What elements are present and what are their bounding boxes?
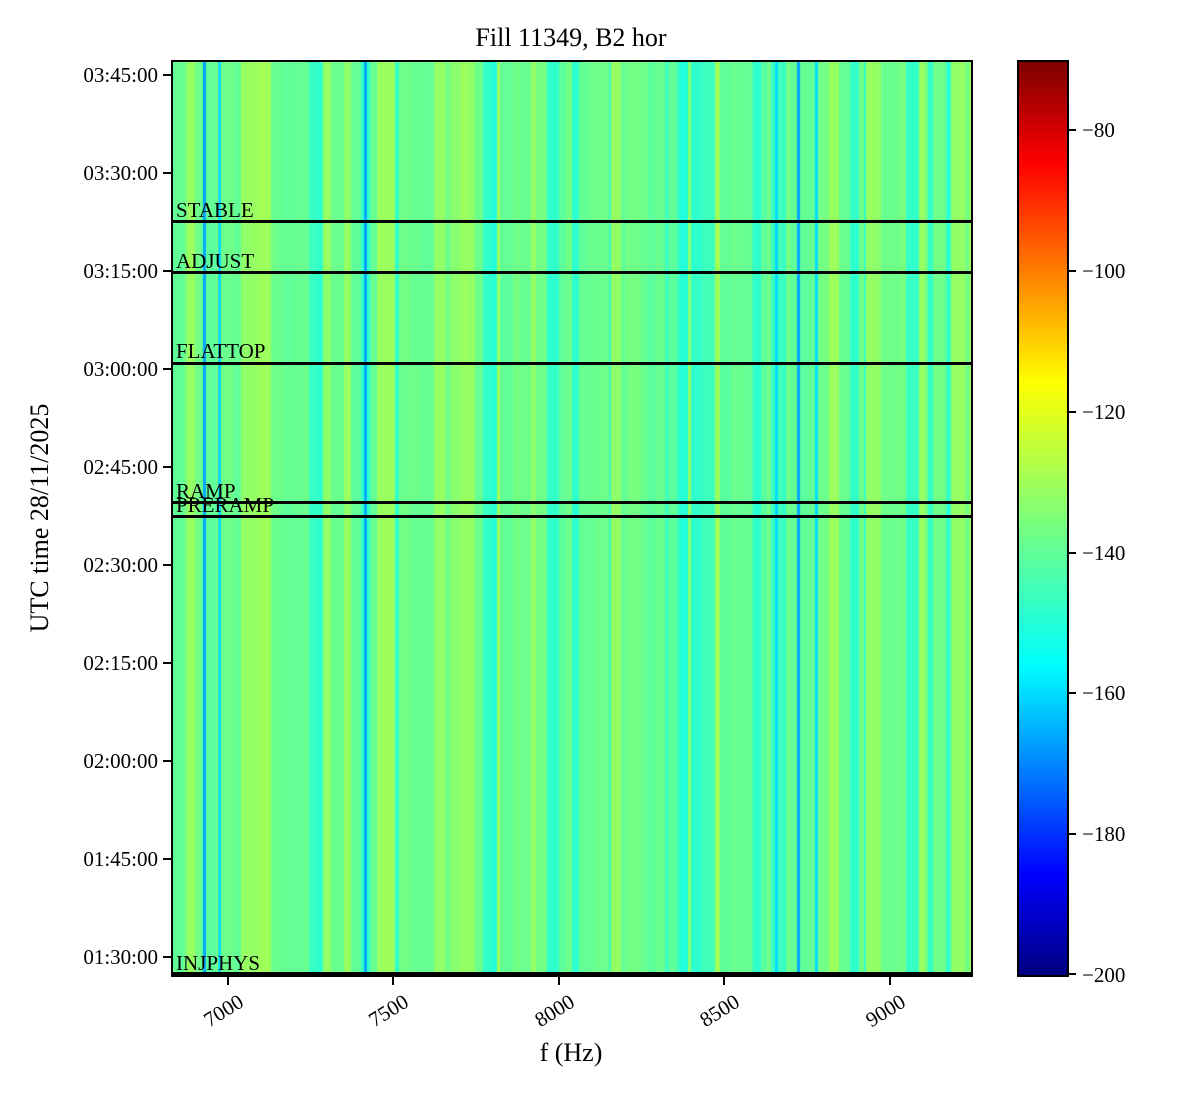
colorbar-tick [1069, 692, 1076, 695]
x-tick [723, 977, 726, 985]
colorbar-tick [1069, 269, 1076, 272]
beam-mode-line-injphys [173, 972, 971, 975]
beam-mode-line-stable [173, 220, 971, 224]
colorbar-tick-label: −200 [1082, 963, 1126, 987]
y-tick [163, 760, 171, 763]
beam-mode-label-preramp: PRERAMP [176, 492, 275, 517]
x-tick [392, 977, 395, 985]
beam-mode-label-flattop: FLATTOP [176, 339, 266, 364]
y-tick [163, 858, 171, 861]
y-tick-label: 01:30:00 [83, 945, 158, 970]
y-tick [163, 73, 171, 76]
y-tick [163, 662, 171, 665]
y-tick-label: 03:30:00 [83, 161, 158, 186]
beam-mode-line-flattop [173, 361, 971, 365]
colorbar-tick-label: −120 [1082, 399, 1126, 424]
beam-mode-label-injphys: INJPHYS [176, 951, 261, 975]
colorbar-tick-label: −180 [1082, 822, 1126, 847]
y-tick [163, 956, 171, 959]
beam-mode-line-adjust [173, 271, 971, 275]
y-tick-label: 02:30:00 [83, 553, 158, 578]
colorbar-tick [1069, 833, 1076, 836]
colorbar [1017, 60, 1069, 977]
x-tick [557, 977, 560, 985]
y-axis-label: UTC time 28/11/2025 [25, 403, 54, 633]
colorbar-tick-label: −100 [1082, 258, 1126, 283]
colorbar-tick [1069, 973, 1076, 975]
colorbar-tick [1069, 129, 1076, 132]
colorbar-tick [1069, 410, 1076, 413]
heatmap-plot: STABLE ADJUST FLATTOP RAMP PRERAMP INJPHYS [171, 60, 973, 977]
y-tick [163, 172, 171, 175]
spectrogram-canvas [173, 62, 971, 975]
y-tick-label: 01:45:00 [83, 847, 158, 872]
y-tick-label: 02:15:00 [83, 651, 158, 676]
y-tick [163, 368, 171, 371]
y-tick-label: 02:00:00 [83, 749, 158, 774]
beam-mode-label-stable: STABLE [176, 197, 254, 222]
y-tick [163, 466, 171, 469]
colorbar-tick-label: −160 [1082, 681, 1126, 706]
y-tick-label: 03:15:00 [83, 259, 158, 284]
colorbar-tick-label: −140 [1082, 540, 1126, 565]
colorbar-tick [1069, 551, 1076, 554]
y-tick-label: 03:00:00 [83, 357, 158, 382]
beam-mode-line-preramp [173, 515, 971, 519]
y-tick [163, 564, 171, 567]
beam-mode-label-adjust: ADJUST [176, 248, 255, 273]
plot-title: Fill 11349, B2 hor [475, 23, 667, 52]
beam-mode-line-ramp [173, 501, 971, 505]
colorbar-canvas [1019, 62, 1067, 975]
y-tick [163, 270, 171, 273]
y-tick-label: 03:45:00 [83, 62, 158, 87]
y-tick-label: 02:45:00 [83, 455, 158, 480]
beam-mode-label-ramp: RAMP [176, 478, 236, 503]
x-tick [888, 977, 891, 985]
colorbar-tick-label: −80 [1082, 118, 1115, 143]
x-tick [227, 977, 230, 985]
x-axis-label: f (Hz) [539, 1038, 603, 1067]
